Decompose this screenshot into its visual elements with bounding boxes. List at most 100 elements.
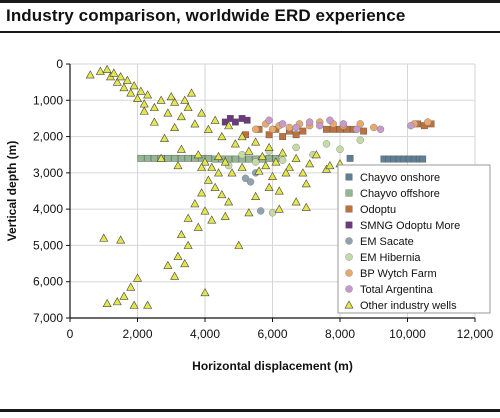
point-other-industry-wells <box>224 121 234 130</box>
point-other-industry-wells <box>136 86 146 95</box>
point-total-argentina <box>305 118 314 126</box>
point-chayvo-offshore <box>150 154 158 162</box>
legend-label-chayvo-onshore: Chayvo onshore <box>360 172 440 184</box>
point-chayvo-offshore <box>191 154 199 162</box>
point-other-industry-wells <box>291 153 301 162</box>
point-other-industry-wells <box>251 191 261 200</box>
point-other-industry-wells <box>166 92 176 101</box>
point-other-industry-wells <box>183 102 193 112</box>
point-chayvo-offshore <box>245 155 253 163</box>
legend-label-bp-wytch-farm: BP Wytch Farm <box>360 268 437 280</box>
point-other-industry-wells <box>267 171 278 180</box>
point-total-argentina <box>316 121 324 130</box>
point-other-industry-wells <box>230 139 240 148</box>
point-other-industry-wells <box>156 153 166 162</box>
point-total-argentina <box>265 116 273 124</box>
point-bp-wytch-farm <box>285 123 294 132</box>
point-bp-wytch-farm <box>268 125 277 134</box>
point-odoptu <box>299 127 307 135</box>
point-other-industry-wells <box>143 90 153 99</box>
legend-marker-em-sacate <box>345 237 353 245</box>
point-chayvo-offshore <box>265 154 273 162</box>
point-other-industry-wells <box>149 102 159 112</box>
point-odoptu <box>323 125 330 133</box>
point-other-industry-wells <box>156 95 166 104</box>
point-other-industry-wells <box>298 168 308 177</box>
point-odoptu <box>265 131 273 139</box>
point-other-industry-wells <box>305 159 315 168</box>
point-em-sacate <box>256 207 265 215</box>
point-other-industry-wells <box>116 72 126 81</box>
point-other-industry-wells <box>159 133 170 142</box>
point-total-argentina <box>376 125 385 134</box>
point-other-industry-wells <box>112 77 122 86</box>
bottom-rule <box>0 409 500 412</box>
point-other-industry-wells <box>85 70 95 79</box>
point-total-argentina <box>278 120 287 128</box>
point-other-industry-wells <box>244 146 254 155</box>
point-total-argentina <box>339 120 348 128</box>
point-other-industry-wells <box>217 190 227 199</box>
y-tick-label: 3,000 <box>33 166 63 180</box>
legend-label-em-sacate: EM Sacate <box>360 236 414 248</box>
point-other-industry-wells <box>281 168 291 177</box>
point-chayvo-onshore <box>346 154 354 162</box>
y-tick-label: 7,000 <box>33 311 63 325</box>
point-other-industry-wells <box>261 160 271 170</box>
legend-marker-smng-odoptu-more <box>345 221 353 229</box>
point-em-hibernia <box>278 156 287 164</box>
point-other-industry-wells <box>311 150 321 159</box>
point-other-industry-wells <box>200 287 210 297</box>
point-other-industry-wells <box>163 108 173 117</box>
point-other-industry-wells <box>207 162 217 171</box>
point-other-industry-wells <box>274 186 284 195</box>
y-tick-label: 0 <box>56 57 63 71</box>
legend-box <box>337 164 491 314</box>
point-other-industry-wells <box>132 93 143 102</box>
point-other-industry-wells <box>143 300 153 309</box>
point-other-industry-wells <box>301 179 311 188</box>
point-other-industry-wells <box>220 157 230 166</box>
legend-marker-other-industry-wells <box>344 300 354 309</box>
point-chayvo-offshore <box>184 154 192 162</box>
point-other-industry-wells <box>193 150 203 159</box>
point-other-industry-wells <box>170 122 180 131</box>
point-other-industry-wells <box>190 119 200 128</box>
point-em-hibernia <box>322 140 331 148</box>
point-other-industry-wells <box>264 142 274 151</box>
point-other-industry-wells <box>180 258 190 268</box>
legend-label-chayvo-offshore: Chayvo offshore <box>360 188 440 200</box>
point-em-sacate <box>246 178 255 186</box>
point-other-industry-wells <box>173 251 183 260</box>
point-odoptu <box>360 127 368 135</box>
point-other-industry-wells <box>284 162 294 171</box>
point-other-industry-wells <box>95 66 105 75</box>
y-axis-title: Vertical depth (m) <box>5 141 19 242</box>
title-rule <box>0 31 500 33</box>
point-other-industry-wells <box>227 168 237 177</box>
x-tick-label: 8,000 <box>325 327 355 341</box>
point-other-industry-wells <box>203 175 213 184</box>
y-tick-label: 2,000 <box>33 130 63 144</box>
point-other-industry-wells <box>264 182 274 191</box>
point-other-industry-wells <box>190 199 200 208</box>
point-other-industry-wells <box>234 240 244 249</box>
point-other-industry-wells <box>291 197 301 206</box>
point-odoptu <box>292 131 300 139</box>
point-other-industry-wells <box>274 204 284 213</box>
point-other-industry-wells <box>197 162 207 171</box>
point-other-industry-wells <box>122 75 132 84</box>
point-other-industry-wells <box>220 211 230 220</box>
point-other-industry-wells <box>224 197 234 206</box>
legend-label-odoptu: Odoptu <box>360 204 396 216</box>
point-other-industry-wells <box>257 151 267 161</box>
point-other-industry-wells <box>116 235 126 244</box>
point-em-sacate <box>241 174 250 183</box>
legend-marker-em-hibernia <box>345 253 353 261</box>
point-other-industry-wells <box>173 160 183 170</box>
x-axis-title: Horizontal displacement (m) <box>192 359 353 373</box>
point-em-hibernia <box>238 151 246 159</box>
point-other-industry-wells <box>325 160 335 170</box>
point-other-industry-wells <box>200 157 210 166</box>
